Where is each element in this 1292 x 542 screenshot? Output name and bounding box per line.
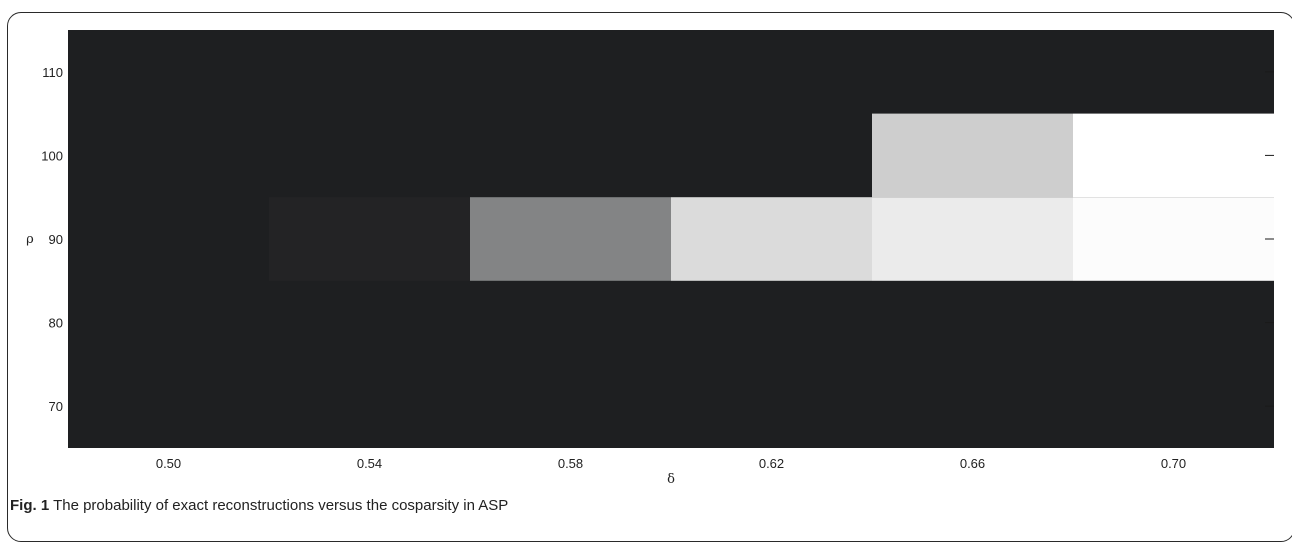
- heatmap-cell: [1073, 197, 1274, 281]
- heatmap-cell: [872, 113, 1073, 198]
- y-tick-label: 90: [49, 232, 63, 247]
- figure-caption-text: The probability of exact reconstructions…: [53, 497, 509, 514]
- heatmap-cell: [872, 197, 1073, 281]
- x-tick-label: 0.62: [759, 456, 784, 471]
- heatmap-cell: [470, 197, 671, 281]
- y-tick-label: 70: [49, 399, 63, 414]
- heatmap-cell: [671, 197, 872, 281]
- x-tick-label: 0.66: [960, 456, 985, 471]
- x-tick-label: 0.58: [558, 456, 583, 471]
- y-axis-label: ρ: [26, 232, 34, 247]
- y-tick-label: 100: [41, 148, 63, 163]
- heatmap-cells: [269, 113, 1274, 281]
- x-axis-label: δ: [667, 472, 675, 487]
- y-tick-label: 80: [49, 316, 63, 331]
- y-axis-ticks: 110 100 90 80 70: [41, 65, 1274, 414]
- heatmap-cell: [1073, 113, 1274, 198]
- y-tick-label: 110: [42, 65, 63, 80]
- x-tick-label: 0.54: [357, 456, 382, 471]
- figure-caption: Fig. 1 The probability of exact reconstr…: [10, 497, 508, 514]
- heatmap-cell: [269, 197, 470, 281]
- figure-label: Fig. 1: [10, 497, 50, 514]
- x-tick-label: 0.50: [156, 456, 181, 471]
- x-axis-ticks: 0.50 0.54 0.58 0.62 0.66 0.70: [156, 456, 1186, 471]
- x-tick-label: 0.70: [1161, 456, 1186, 471]
